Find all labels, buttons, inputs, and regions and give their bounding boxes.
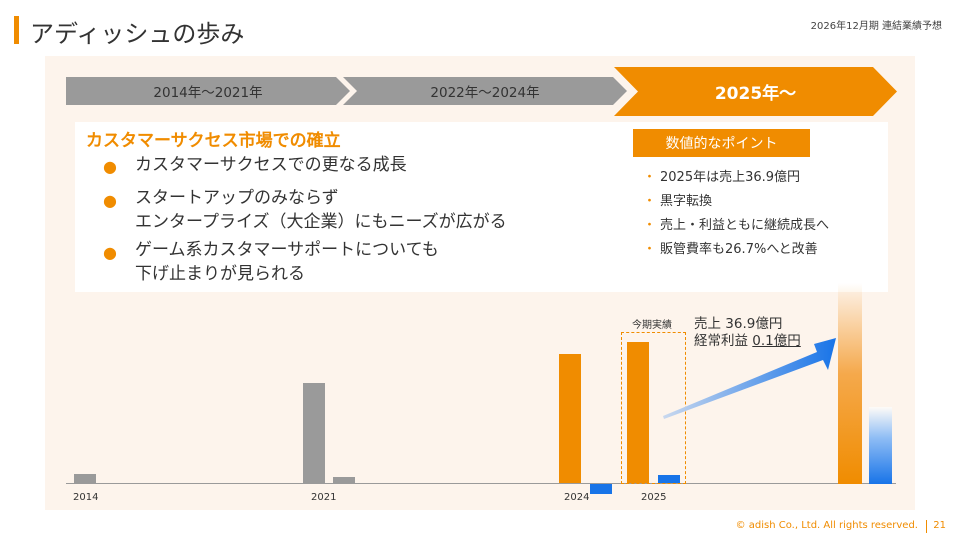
timeline-step-3: 2025年～ (614, 67, 897, 116)
sales-bar-2014 (74, 474, 96, 483)
copyright: © adish Co., Ltd. All rights reserved. (735, 520, 918, 531)
timeline-step-2: 2022年～2024年 (343, 77, 627, 105)
profit-bar-2021 (333, 476, 355, 483)
key-point-2: ・黒字転換 (643, 194, 713, 209)
point-dot-icon: ・ (643, 218, 657, 233)
summary-bullet-2-line1: スタートアップのみならず (135, 188, 339, 208)
key-points-label: 数値的なポイント (633, 129, 810, 157)
summary-bullet-2: スタートアップのみならず エンタープライズ（大企業）にもニーズが広がる (135, 186, 507, 234)
summary-heading: カスタマーサクセス市場での確立 (86, 131, 341, 151)
profit-bar-2024 (590, 484, 612, 494)
sales-bar-2021 (303, 383, 325, 483)
summary-bullet-3: ゲーム系カスタマーサポートについても 下げ止まりが見られる (135, 238, 439, 286)
summary-bullet-1-line1: カスタマーサクセスでの更なる成長 (135, 155, 407, 175)
footer-divider (926, 520, 927, 533)
bullet-dot-icon: ● (103, 243, 117, 262)
year-label-2024: 2024 (564, 492, 590, 503)
future-sales-gradient (838, 283, 862, 484)
sales-bar-2025 (627, 342, 649, 483)
page-subtitle: 2026年12月期 連結業績予想 (810, 21, 942, 32)
current-period-highlight (621, 332, 686, 484)
year-label-2025: 2025 (641, 492, 667, 503)
key-point-3: ・売上・利益ともに継続成長へ (643, 218, 830, 233)
result-sales: 売上 36.9億円 (694, 316, 783, 332)
chart-baseline (66, 483, 896, 484)
timeline-step-1: 2014年～2021年 (66, 77, 350, 105)
future-profit-gradient (869, 407, 892, 484)
key-point-1: ・ 2025年は売上36.9億円 (643, 170, 801, 185)
profit-bar-2025 (658, 475, 680, 483)
summary-bullet-1: カスタマーサクセスでの更なる成長 (135, 153, 407, 177)
page-number: 21 (933, 520, 946, 531)
key-point-4: ・販管費率も26.7%へと改善 (643, 242, 818, 257)
page-title: アディッシュの歩み (30, 20, 245, 48)
result-profit: 経常利益 0.1億円 (694, 333, 801, 349)
point-dot-icon: ・ (643, 170, 657, 185)
summary-bullet-3-line1: ゲーム系カスタマーサポートについても (135, 240, 439, 260)
bullet-dot-icon: ● (103, 157, 117, 176)
current-period-label: 今期実績 (632, 320, 672, 331)
bullet-dot-icon: ● (103, 191, 117, 210)
year-label-2021: 2021 (311, 492, 337, 503)
result-profit-value: 0.1億円 (752, 333, 801, 349)
summary-bullet-3-line2: 下げ止まりが見られる (135, 264, 305, 284)
point-dot-icon: ・ (643, 242, 657, 257)
year-label-2014: 2014 (73, 492, 99, 503)
summary-bullet-2-line2: エンタープライズ（大企業）にもニーズが広がる (135, 212, 507, 232)
sales-bar-2024 (559, 354, 581, 483)
point-dot-icon: ・ (643, 194, 657, 209)
title-accent-bar (14, 16, 19, 44)
